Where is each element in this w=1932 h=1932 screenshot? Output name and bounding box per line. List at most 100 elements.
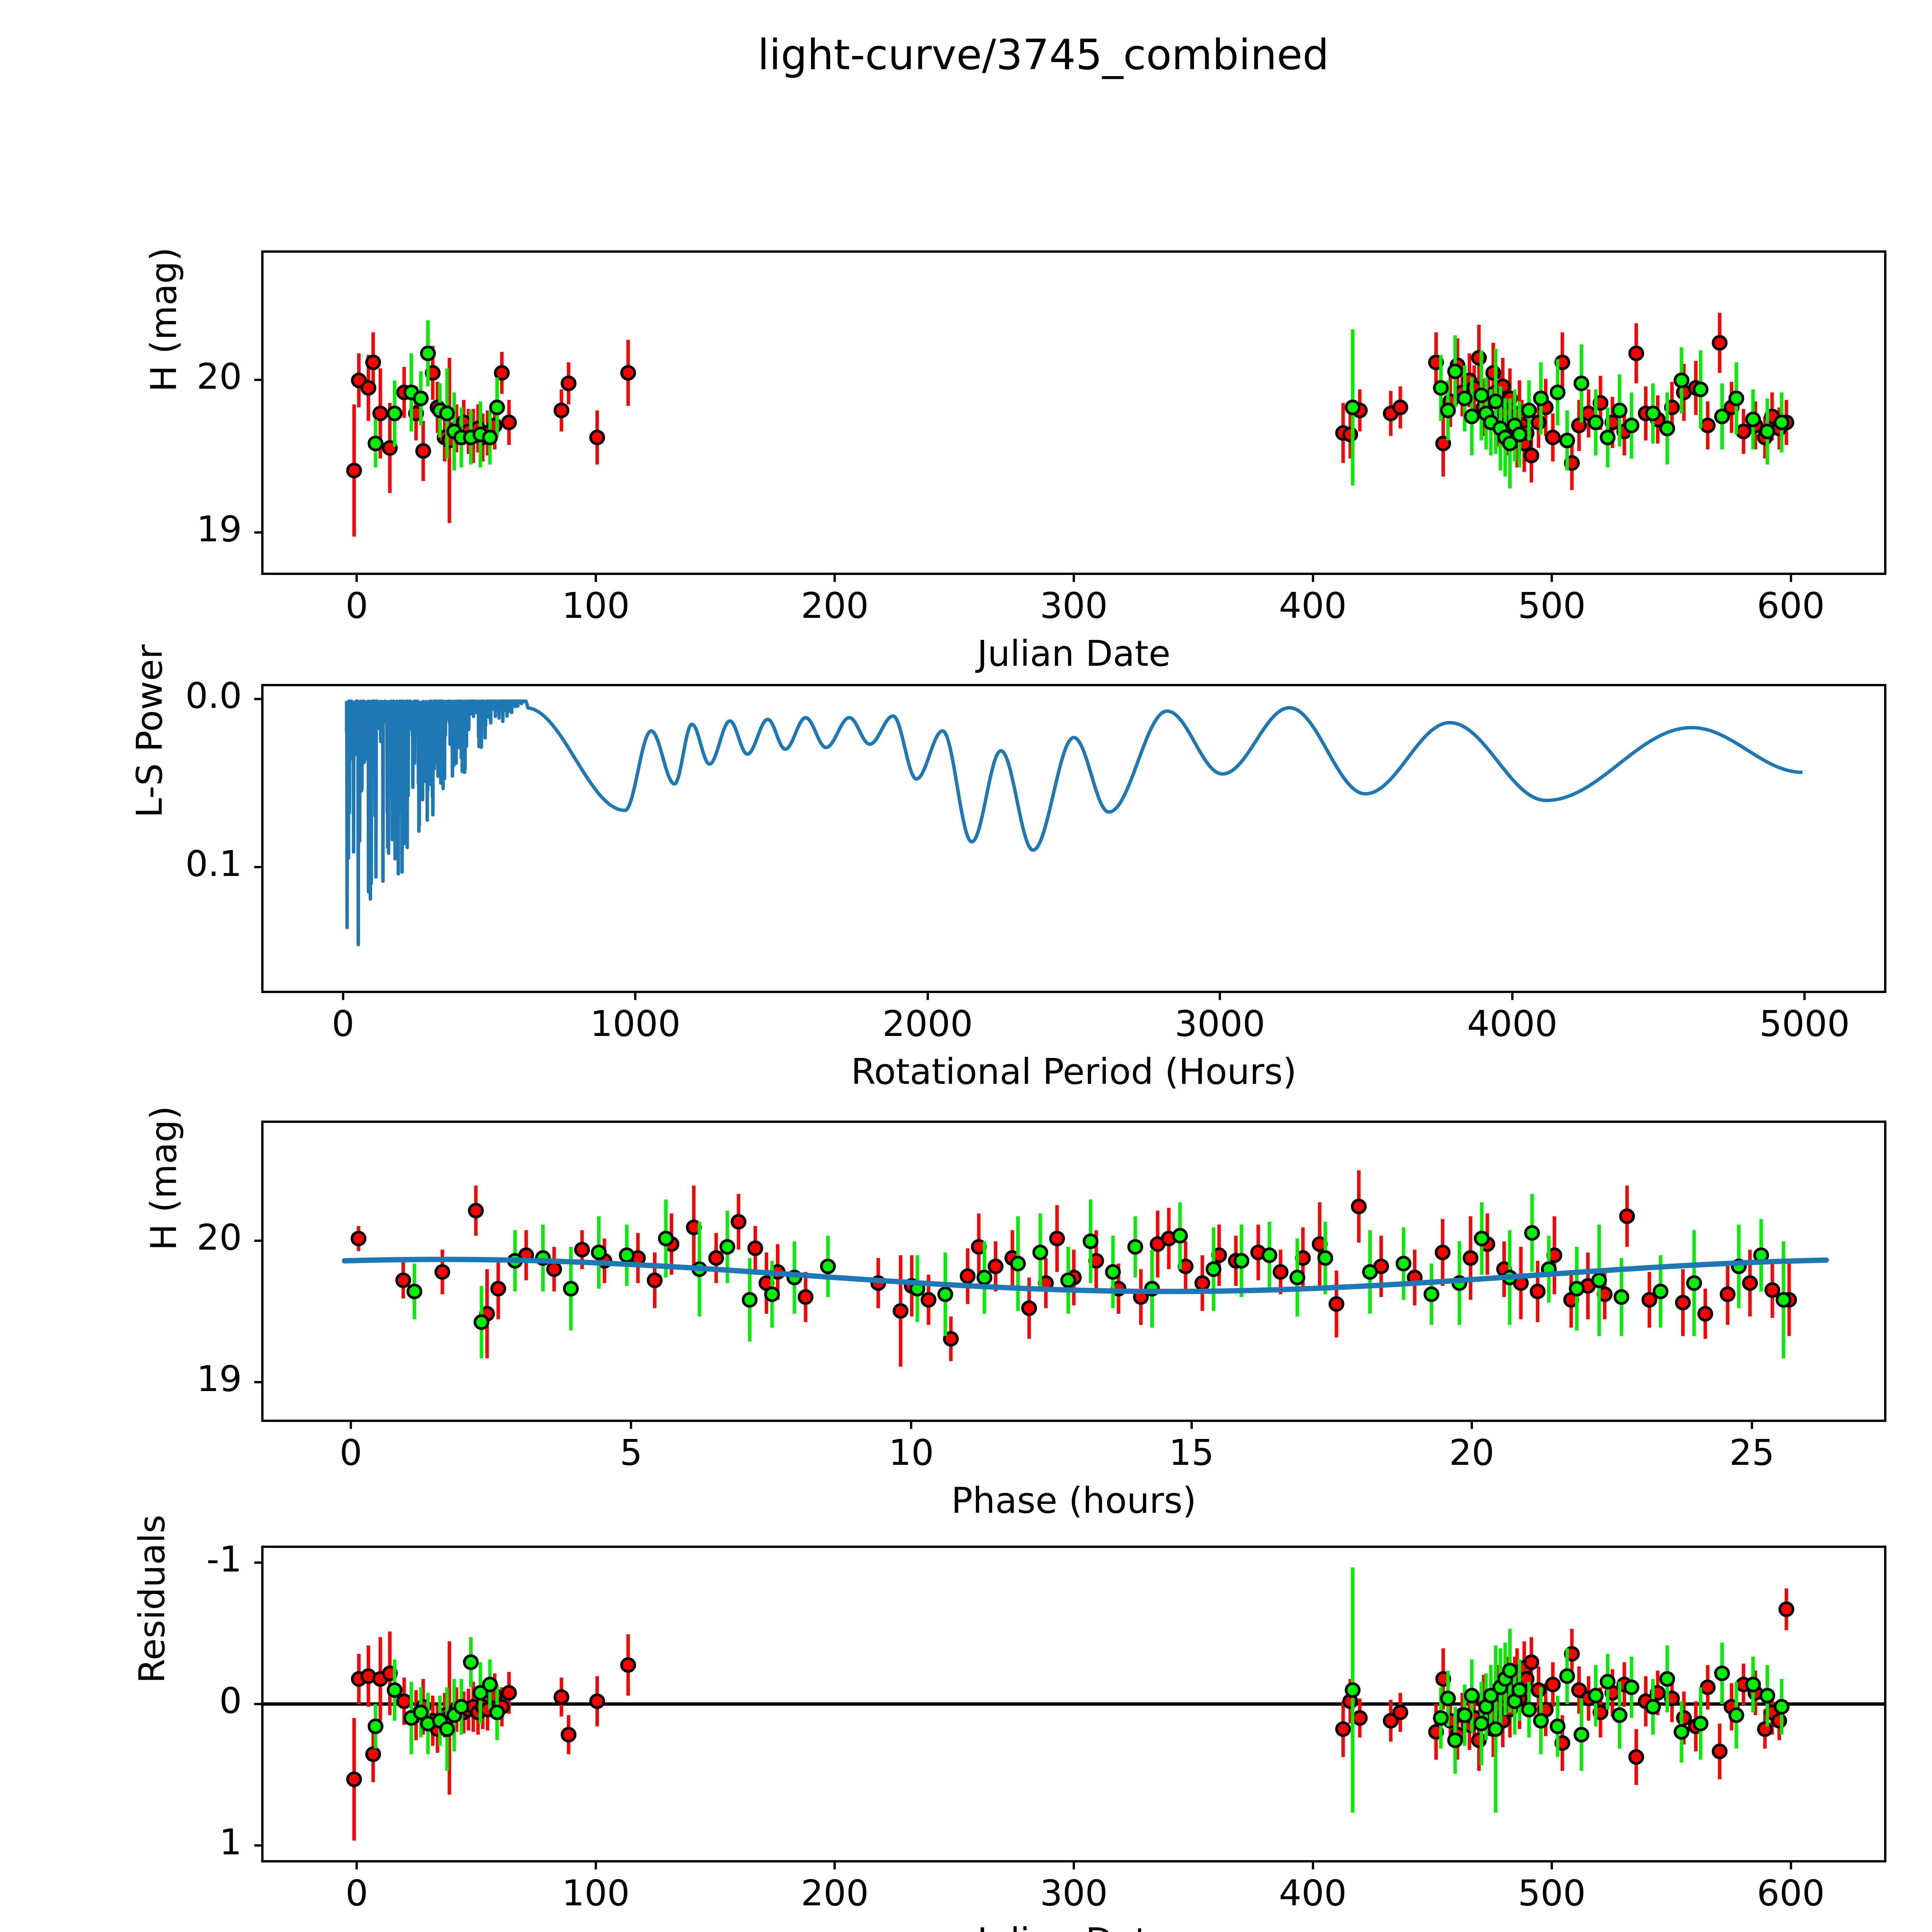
data-point [943,1331,959,1347]
y-tick-mark [254,1381,261,1384]
phase-plot-area [342,1170,1829,1367]
data-point [1440,1690,1456,1706]
x-tick-label: 500 [1518,1872,1586,1914]
x-tick-label: 100 [562,1872,630,1914]
data-point [1521,1702,1537,1718]
series-green [367,1567,1790,1813]
data-point [490,1281,506,1297]
data-point [1433,1710,1449,1726]
data-point [1523,1654,1539,1670]
x-tick-label: 0 [339,1432,362,1473]
data-point [1591,1272,1607,1288]
data-point [1611,402,1628,418]
data-point [1778,1601,1794,1617]
data-point [1457,390,1473,406]
data-point [439,405,455,422]
yaxis-label-periodogram: L-S Power [129,644,170,818]
data-point [365,354,381,370]
data-point [1623,417,1639,434]
data-point [798,1289,814,1305]
data-point [1545,429,1561,446]
data-point [1473,388,1490,403]
data-point [1464,1688,1480,1704]
data-point [1206,1261,1221,1277]
xaxis-label-residuals: Julian Date [261,1920,1886,1932]
data-point [453,1699,469,1715]
y-tick-label: 0.0 [185,675,242,717]
data-point [1711,335,1728,351]
data-point [1613,1289,1629,1305]
data-point [563,1281,579,1297]
y-tick-mark [254,379,261,381]
x-tick-mark [355,575,358,582]
data-point [1676,1710,1692,1726]
series-red [346,313,1794,537]
data-point [1457,1707,1473,1723]
data-point [1641,1292,1658,1308]
data-point [360,380,376,396]
data-point [1488,393,1504,410]
series-red [350,1170,1797,1367]
data-point [1714,1665,1730,1681]
data-point [747,1240,764,1256]
data-point [1774,1699,1790,1715]
x-tick-mark [1789,575,1792,582]
data-point [1549,1718,1566,1734]
data-point [494,365,510,381]
data-point [1645,405,1661,422]
y-tick-label: 0.1 [185,843,242,884]
xaxis-label-periodogram: Rotational Period (Hours) [851,1051,1297,1092]
data-point [1502,1663,1518,1679]
x-tick-mark [833,575,836,582]
x-tick-mark [630,1422,633,1429]
panel-lightcurve [261,250,1886,575]
data-point [1745,412,1761,427]
x-tick-label: 200 [801,1872,869,1914]
data-point [1759,1688,1776,1704]
data-point [820,1259,836,1274]
data-point [589,1693,605,1709]
data-point [1010,1255,1026,1272]
data-point [468,1202,484,1219]
y-tick-label: 20 [196,356,242,398]
x-tick-label: 2000 [882,1003,973,1044]
x-tick-mark [634,993,637,1000]
y-tick-mark [254,1703,261,1705]
y-tick-mark [254,1844,261,1847]
x-tick-mark [833,1862,836,1869]
data-point [367,435,384,451]
x-tick-label: 4000 [1467,1003,1558,1044]
figure-title: light-curve/3745_combined [757,31,1329,79]
y-tick-label: 19 [196,508,242,550]
data-point [1700,1679,1716,1695]
data-point [742,1292,758,1308]
series-green [367,320,1790,489]
data-point [1435,1245,1451,1260]
data-point [1289,1270,1305,1286]
data-point [1673,1724,1690,1740]
y-tick-mark [254,1240,261,1242]
data-point [463,1654,479,1670]
data-point [1764,1282,1781,1298]
data-point [434,1264,451,1280]
x-tick-mark [1789,1862,1792,1869]
data-point [1392,1704,1408,1720]
data-point [1719,1286,1736,1302]
data-point [959,1268,976,1284]
data-point [1692,381,1709,397]
data-point [501,415,517,430]
data-point [1082,1233,1099,1249]
x-tick-label: 600 [1757,1872,1825,1914]
x-tick-mark [1311,1862,1314,1869]
data-point [1533,1713,1549,1729]
data-point [1645,1699,1661,1715]
data-point [439,1721,455,1737]
data-point [1700,417,1716,434]
y-tick-label: 20 [196,1217,242,1259]
x-tick-mark [1803,993,1806,1000]
x-tick-label: 0 [345,1872,368,1914]
x-tick-label: 5 [619,1432,643,1473]
data-point [658,1231,674,1247]
x-tick-mark [1190,1422,1193,1429]
x-tick-label: 5000 [1759,1003,1850,1044]
